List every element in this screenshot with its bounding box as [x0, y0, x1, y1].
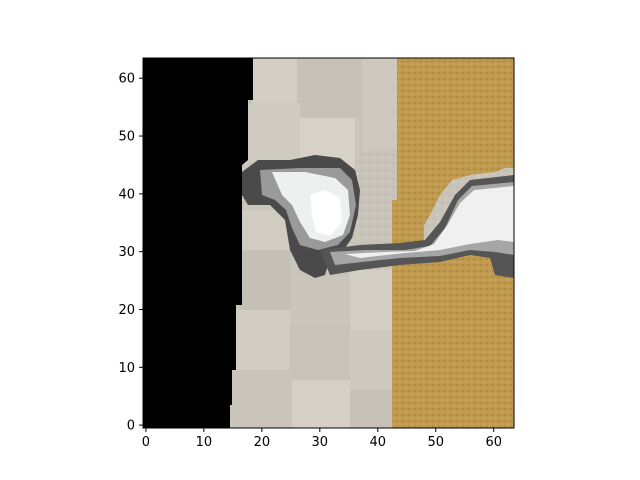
- x-tick-label: 0: [142, 435, 150, 450]
- y-tick-label: 40: [118, 187, 135, 202]
- y-tick-label: 0: [127, 419, 135, 434]
- stone-tile: [297, 58, 362, 118]
- stone-tile: [232, 370, 292, 428]
- y-tick-label: 10: [118, 361, 135, 376]
- black-region: [143, 58, 253, 428]
- stone-tile: [290, 325, 350, 380]
- y-tick-label: 60: [118, 72, 135, 87]
- stone-tile: [350, 390, 392, 428]
- x-tick-label: 30: [312, 435, 329, 450]
- y-axis: 0 10 20 30 40 50 60: [118, 72, 143, 434]
- wood-region-lower: [392, 246, 514, 428]
- stone-tile: [350, 330, 392, 390]
- y-tick-label: 30: [118, 245, 135, 260]
- x-tick-label: 40: [370, 435, 387, 450]
- stone-tile: [292, 380, 350, 428]
- axes-frame: [142, 57, 515, 429]
- spout-white: [345, 186, 514, 258]
- y-tick-label: 20: [118, 303, 135, 318]
- stone-tile: [362, 58, 397, 148]
- x-tick-label: 20: [254, 435, 271, 450]
- wood-strip: [392, 200, 424, 245]
- stone-tile: [252, 58, 297, 103]
- metal-highlight: [310, 190, 342, 236]
- wood-region: [397, 58, 514, 246]
- x-tick-label: 60: [485, 435, 502, 450]
- stone-tile: [235, 310, 290, 370]
- x-axis: 0 10 20 30 40 50 60: [142, 428, 502, 450]
- x-tick-label: 10: [196, 435, 213, 450]
- stone-tile: [290, 275, 350, 325]
- stone-tile: [240, 250, 290, 310]
- stone-tile: [350, 270, 392, 330]
- y-tick-label: 50: [118, 130, 135, 145]
- x-tick-label: 50: [427, 435, 444, 450]
- image-content: [143, 58, 514, 428]
- stone-tile: [245, 103, 300, 163]
